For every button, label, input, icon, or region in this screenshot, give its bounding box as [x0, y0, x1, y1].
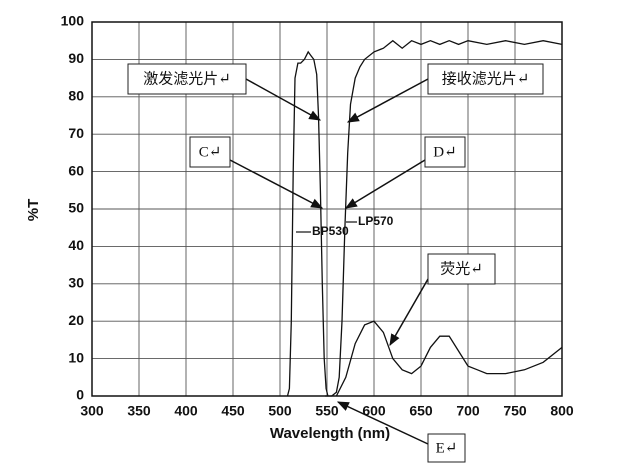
- annotation-text: 荧光↵: [440, 260, 483, 277]
- x-tick-label: 300: [80, 403, 104, 419]
- annotation-box: 荧光↵: [427, 253, 496, 285]
- x-tick-label: 600: [362, 403, 386, 419]
- annotation-box: 激发滤光片↵: [127, 63, 247, 95]
- annotation-frame: [427, 433, 466, 463]
- annotation-arrow: [344, 159, 426, 209]
- series-line: [325, 39, 563, 397]
- x-tick-label: 350: [127, 403, 151, 419]
- x-tick-label: 500: [268, 403, 292, 419]
- annotation-box: D↵: [424, 136, 466, 168]
- y-tick-label: 100: [61, 13, 85, 29]
- y-tick-label: 20: [68, 312, 84, 328]
- y-axis-title: %T: [25, 199, 42, 222]
- x-tick-label: 650: [409, 403, 433, 419]
- x-tick-label: 750: [503, 403, 527, 419]
- series-line: [286, 50, 329, 397]
- annotation-frame: [427, 63, 544, 95]
- annotation-frame: [127, 63, 247, 95]
- annotation-text: 接收滤光片↵: [442, 70, 530, 87]
- annotation-arrow: [245, 78, 322, 121]
- y-tick-label: 80: [68, 88, 84, 104]
- annotation-box: C↵: [189, 136, 231, 168]
- y-tick-label: 50: [68, 200, 84, 216]
- annotation-frame: [189, 136, 231, 168]
- annotation-arrow: [229, 159, 324, 209]
- annotation-arrow: [346, 78, 429, 123]
- y-tick-label: 30: [68, 275, 84, 291]
- annotation-text: E↵: [436, 440, 458, 456]
- y-tick-label: 40: [68, 237, 84, 253]
- series-label: BP530: [312, 224, 349, 238]
- y-tick-label: 0: [76, 387, 84, 403]
- annotation-box: 接收滤光片↵: [427, 63, 544, 95]
- y-tick-label: 70: [68, 125, 84, 141]
- annotation-arrow: [389, 278, 429, 347]
- y-tick-label: 10: [68, 349, 84, 365]
- annotation-arrow: [336, 401, 429, 445]
- annotation-text: C↵: [199, 144, 222, 160]
- x-tick-label: 800: [550, 403, 574, 419]
- y-tick-label: 60: [68, 162, 84, 178]
- annotation-text: D↵: [433, 144, 456, 160]
- x-tick-label: 700: [456, 403, 480, 419]
- annotation-text: 激发滤光片↵: [143, 70, 231, 87]
- annotation-frame: [424, 136, 466, 168]
- series-line: [335, 320, 563, 397]
- x-tick-label: 400: [174, 403, 198, 419]
- x-tick-label: 450: [221, 403, 245, 419]
- x-axis-title: Wavelength (nm): [270, 425, 390, 442]
- y-tick-label: 90: [68, 50, 84, 66]
- annotation-frame: [427, 253, 496, 285]
- x-tick-label: 550: [315, 403, 339, 419]
- series-label: LP570: [358, 214, 394, 228]
- annotation-box: E↵: [427, 433, 466, 463]
